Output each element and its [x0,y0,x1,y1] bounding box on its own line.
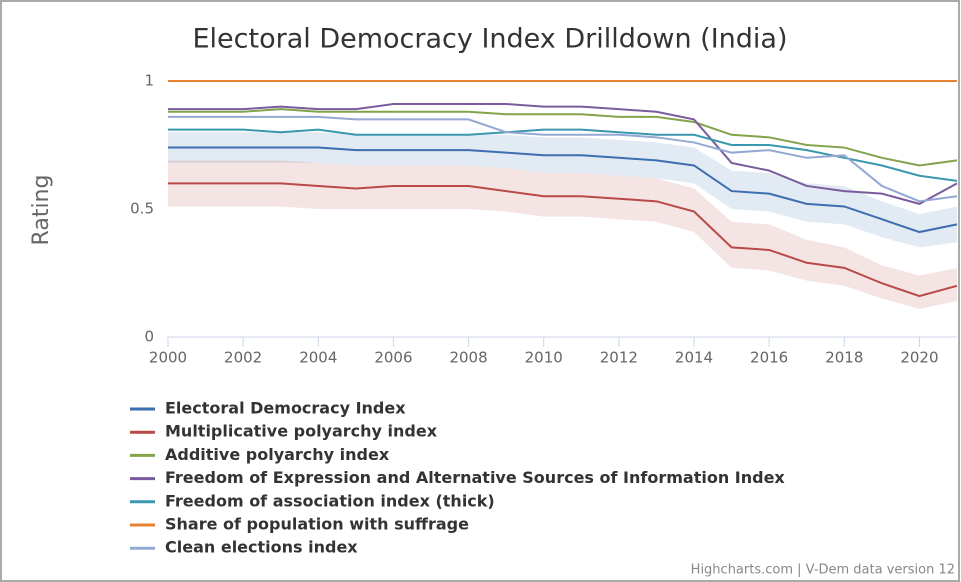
x-tick-label: 2004 [299,349,337,367]
legend-label: Electoral Democracy Index [165,399,406,418]
x-tick-label: 2014 [675,349,713,367]
legend-label: Freedom of association index (thick) [165,491,495,510]
chart-title: Electoral Democracy Index Drilldown (Ind… [192,24,787,55]
confidence-band [168,160,957,309]
x-tick-label: 2000 [149,349,187,367]
legend-label: Multiplicative polyarchy index [165,422,438,441]
series-line [168,115,958,203]
series-line [168,182,958,298]
y-axis-label: Rating [29,175,54,246]
series-line [168,103,958,205]
series-line [168,146,958,234]
x-tick-label: 2010 [525,349,563,367]
legend-label: Additive polyarchy index [165,445,390,464]
legend-label: Clean elections index [165,538,358,557]
x-tick-label: 2002 [224,349,262,367]
x-tick-label: 2016 [750,349,788,367]
confidence-band [168,132,957,248]
y-tick-label: 0 [144,328,154,346]
legend-label: Share of population with suffrage [165,515,469,534]
x-tick-label: 2006 [374,349,412,367]
series-line [168,108,958,167]
credits: Highcharts.com | V-Dem data version 12 [691,563,955,578]
legend-label: Freedom of Expression and Alternative So… [165,468,785,487]
series-line [168,128,958,182]
y-tick-label: 0.5 [130,200,154,218]
y-tick-label: 1 [144,72,154,90]
x-tick-label: 2018 [825,349,863,367]
x-tick-label: 2008 [449,349,487,367]
x-tick-label: 2012 [600,349,638,367]
x-tick-label: 2020 [900,349,938,367]
